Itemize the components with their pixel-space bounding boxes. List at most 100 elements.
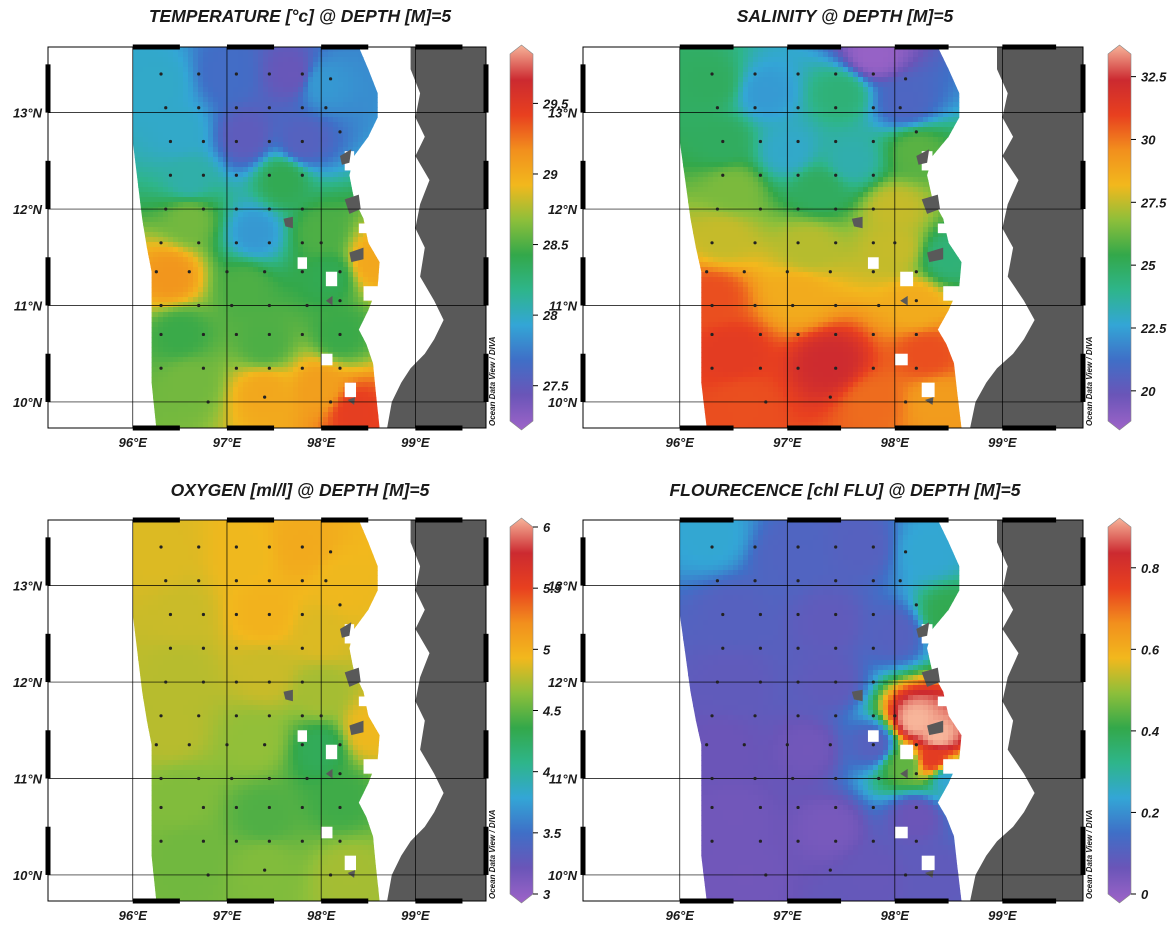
station-dot [301,613,304,616]
station-dot [796,174,799,177]
station-dot [268,579,271,582]
station-dot [743,270,746,273]
station-dot [301,367,304,370]
station-dot [753,241,756,244]
station-dot [899,579,902,582]
station-dot [753,106,756,109]
station-dot [893,714,896,717]
x-tick-label: 96°E [119,435,148,450]
station-dot [721,174,724,177]
station-dot [915,840,918,843]
station-dot [915,806,918,809]
station-dot [915,772,918,775]
station-dot [834,777,837,780]
station-dot [716,207,719,210]
station-dot [764,400,767,403]
station-dot [904,400,907,403]
no-data-cell [868,730,879,742]
station-dot [915,603,918,606]
colorbar-tick-label: 27.5 [542,379,569,394]
station-dot [710,241,713,244]
station-dot [338,772,341,775]
station-dot [721,140,724,143]
station-dot [301,72,304,75]
station-dot [834,840,837,843]
station-dot [753,714,756,717]
station-dot [834,367,837,370]
station-dot [834,806,837,809]
station-dot [301,241,304,244]
station-dot [188,743,191,746]
x-tick-label: 99°E [401,435,430,450]
station-dot [268,840,271,843]
station-dot [338,840,341,843]
station-dot [235,333,238,336]
station-dot [721,647,724,650]
station-dot [235,545,238,548]
y-tick-label: 12°N [13,675,43,690]
station-dot [710,840,713,843]
station-dot [301,579,304,582]
station-dot [834,174,837,177]
colorbar-tick-label: 30 [1141,132,1156,147]
station-dot [164,106,167,109]
station-dot [834,140,837,143]
station-dot [301,333,304,336]
station-dot [159,545,162,548]
station-dot [791,304,794,307]
station-dot [872,140,875,143]
station-dot [786,270,789,273]
no-data-cell [345,383,356,397]
station-dot [202,207,205,210]
no-data-cell [359,224,370,234]
station-dot [710,806,713,809]
station-dot [710,333,713,336]
no-data-cell [868,257,879,269]
station-dot [230,777,233,780]
station-dot [872,579,875,582]
station-dot [301,140,304,143]
station-dot [796,140,799,143]
station-dot [796,579,799,582]
station-dot [759,806,762,809]
station-dot [834,241,837,244]
station-dot [796,106,799,109]
station-dot [320,714,323,717]
y-tick-label: 10°N [548,868,578,883]
station-dot [268,333,271,336]
station-dot [872,714,875,717]
station-dot [710,304,713,307]
station-dot [915,367,918,370]
station-dot [268,304,271,307]
station-dot [197,579,200,582]
station-dot [877,777,880,780]
station-dot [197,777,200,780]
station-dot [324,579,327,582]
ocean-data-view-credit: Ocean Data View / DIVA [488,336,497,426]
station-dot [872,545,875,548]
station-dot [872,367,875,370]
station-dot [899,106,902,109]
station-dot [759,207,762,210]
station-dot [268,207,271,210]
station-dot [872,680,875,683]
station-dot [301,743,304,746]
station-dot [872,106,875,109]
station-dot [872,806,875,809]
station-dot [796,680,799,683]
station-dot [710,714,713,717]
station-dot [834,304,837,307]
no-data-cell [895,354,908,366]
station-dot [759,140,762,143]
colorbar-tick-label: 29 [542,167,558,182]
station-dot [829,869,832,872]
station-dot [710,777,713,780]
no-data-cell [895,827,908,839]
colorbar-tick-label: 32.5 [1141,70,1167,85]
colorbar-tick-label: 6 [543,520,551,535]
station-dot [829,396,832,399]
station-dot [202,806,205,809]
station-dot [759,174,762,177]
